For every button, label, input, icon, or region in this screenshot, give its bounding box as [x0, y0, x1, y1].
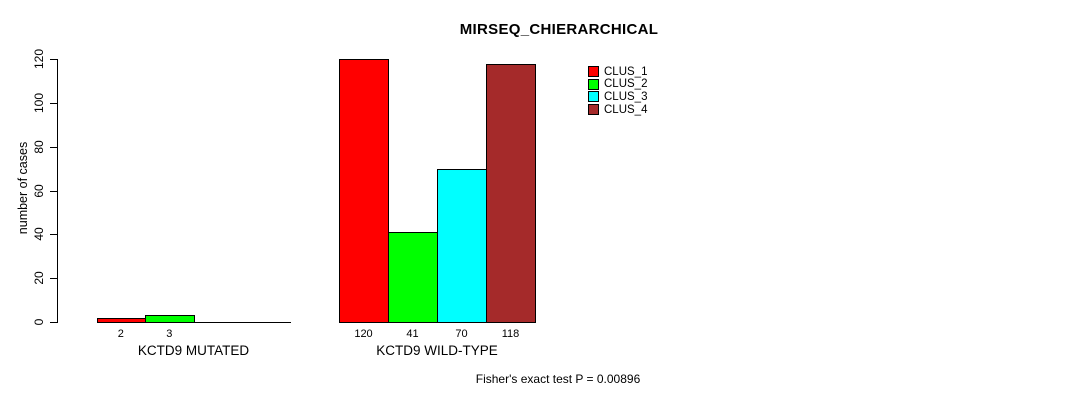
y-axis-tick	[50, 322, 57, 323]
y-tick-label: 120	[32, 49, 46, 70]
legend-swatch-clus_4	[588, 104, 599, 116]
y-axis-tick	[50, 190, 57, 192]
legend-swatch-clus_2	[588, 78, 599, 90]
legend-label-clus_3: CLUS_3	[604, 90, 648, 103]
bar-value-label: 3	[166, 328, 173, 340]
bar-value-label: 118	[501, 328, 520, 340]
y-tick-label: 20	[32, 271, 46, 285]
y-axis-tick	[50, 103, 57, 104]
bar-clus_1-mutated	[96, 318, 146, 323]
bar-clus_2-wildtype	[388, 232, 438, 323]
y-axis-tick	[50, 234, 57, 236]
bar-value-label: 120	[354, 328, 373, 340]
bar-clus_4-wildtype	[486, 64, 536, 323]
y-axis-title: number of cases	[16, 141, 30, 235]
legend-swatch-clus_3	[588, 91, 599, 103]
legend-label-clus_2: CLUS_2	[604, 78, 648, 91]
y-tick-label: 60	[32, 183, 46, 198]
group-label-mutated: KCTD9 MUTATED	[137, 343, 250, 358]
y-axis-line	[57, 59, 58, 323]
chart-title: MIRSEQ_CHIERARCHICAL	[459, 21, 659, 38]
legend-swatch-clus_1	[588, 66, 599, 77]
bar-clus_1-wildtype	[339, 59, 389, 323]
bar-clus_3-wildtype	[437, 169, 487, 323]
y-tick-label: 40	[32, 227, 46, 242]
bar-value-label: 70	[455, 328, 468, 340]
group-label-wildtype: KCTD9 WILD-TYPE	[376, 343, 498, 358]
y-axis-tick	[50, 278, 57, 280]
bar-value-label: 41	[406, 328, 419, 340]
legend-label-clus_1: CLUS_1	[604, 65, 648, 78]
y-tick-label: 100	[32, 92, 46, 114]
bar-value-label: 2	[117, 328, 124, 340]
legend-label-clus_4: CLUS_4	[604, 103, 648, 116]
y-axis-tick	[50, 59, 57, 61]
y-tick-label: 80	[32, 140, 46, 154]
stat-test-note: Fisher's exact test P = 0.00896	[475, 372, 641, 386]
bar-clus_2-mutated	[145, 315, 195, 323]
y-axis-tick	[50, 146, 57, 148]
y-tick-label: 0	[32, 318, 46, 326]
